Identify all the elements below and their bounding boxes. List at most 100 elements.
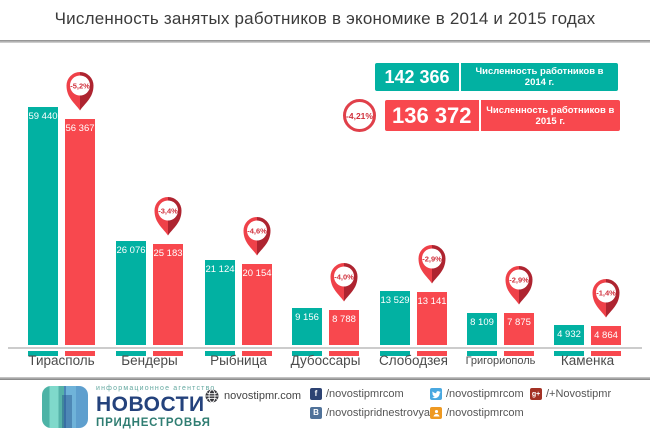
bar-2014-stub	[28, 351, 58, 356]
pin-icon: -1,4%	[592, 279, 620, 318]
bar-2014: 9 156	[292, 308, 322, 345]
social-link-odnoklassniki[interactable]: /novostipmrcom	[430, 407, 524, 419]
bar-2014-value: 4 932	[557, 329, 581, 340]
city-label: Тирасполь	[28, 353, 95, 368]
svg-text:-5,2%: -5,2%	[70, 81, 90, 90]
legend-2015: 136 372 Численность работников в 2015 г.	[385, 100, 620, 131]
bar-2015-stub	[153, 351, 183, 356]
svg-text:-3,4%: -3,4%	[158, 206, 178, 215]
bar-2014-value: 9 156	[295, 312, 319, 323]
city-label: Каменка	[560, 353, 615, 368]
city-label: Григориополь	[465, 355, 536, 367]
bar-2014: 13 529	[380, 291, 410, 345]
pin-icon: -4,6%	[243, 217, 271, 256]
bar-2014-value: 13 529	[380, 295, 410, 306]
facebook-handle: /novostipmrcom	[326, 388, 404, 400]
odnoklassniki-icon	[430, 407, 442, 419]
svg-text:-2,9%: -2,9%	[509, 275, 529, 284]
logo-stripe	[62, 395, 73, 428]
bar-2015: 20 154	[242, 264, 272, 345]
legend-2014-separator	[459, 63, 461, 91]
bar-2015-stub	[65, 351, 95, 356]
bar-2015: 7 875	[504, 313, 534, 345]
title-divider	[0, 40, 650, 43]
legend-2015-total: 136 372	[392, 102, 472, 128]
bar-2015: 8 788	[329, 310, 359, 345]
city-label: Дубоссары	[290, 353, 361, 368]
bar-2014-value: 21 124	[205, 264, 235, 275]
agency-tagline: информационное агентство	[96, 385, 216, 392]
odnoklassniki-handle: /novostipmrcom	[446, 407, 524, 419]
change-pin: -1,4%	[589, 278, 623, 318]
bar-2015: 25 183	[153, 244, 183, 345]
svg-text:-4,0%: -4,0%	[334, 272, 354, 281]
change-pin: -2,9%	[415, 244, 449, 284]
pin-icon: -4,0%	[330, 263, 358, 302]
legend-2014-total: 142 366	[384, 66, 450, 87]
bar-2014-stub	[205, 351, 235, 356]
bar-2014-value: 8 109	[470, 317, 494, 328]
google-plus-handle: /+Novostipmr	[546, 388, 612, 400]
x-axis-line	[8, 347, 642, 349]
agency-logo-icon	[42, 386, 88, 428]
legend-2014: 142 366 Численность работников в 2014 г.	[375, 63, 618, 91]
bar-2015-value: 20 154	[242, 268, 272, 279]
pin-icon: -5,2%	[66, 72, 94, 111]
social-link-twitter[interactable]: /novostipmrcom	[430, 388, 524, 400]
city-label: Слободзея	[379, 353, 448, 368]
website-link[interactable]: novostipmr.com	[205, 389, 301, 403]
legend-2015-label: Численность работников в 2015 г.	[486, 104, 615, 127]
bar-2015-value: 7 875	[507, 317, 531, 328]
vk-icon: B	[310, 407, 322, 419]
bar-2015-stub	[242, 351, 272, 356]
vk-handle: /novostipridnestrovya	[326, 407, 430, 419]
bar-2015: 56 367	[65, 119, 95, 345]
bar-2014-value: 59 440	[28, 111, 58, 122]
social-link-facebook[interactable]: f /novostipmrcom	[310, 388, 404, 400]
globe-icon	[205, 389, 219, 403]
change-pin: -3,4%	[151, 196, 185, 236]
social-link-google-plus[interactable]: g+ /+Novostipmr	[530, 388, 611, 400]
bar-2014-stub	[292, 351, 322, 356]
bar-2015-value: 56 367	[65, 123, 95, 134]
bar-2014-stub	[554, 351, 584, 356]
bar-2015-value: 4 864	[594, 330, 618, 341]
page-title: Численность занятых работников в экономи…	[54, 9, 596, 28]
bar-2015: 4 864	[591, 326, 621, 345]
total-change-badge: -4,21%	[343, 99, 376, 132]
pin-icon: -3,4%	[154, 197, 182, 236]
bar-2015-stub	[591, 351, 621, 356]
bar-2014-stub	[380, 351, 410, 356]
google-plus-icon: g+	[530, 388, 542, 400]
city-label: Рыбница	[210, 353, 267, 368]
agency-subname: ПРИДНЕСТРОВЬЯ	[96, 417, 211, 429]
facebook-icon: f	[310, 388, 322, 400]
bar-2015-stub	[417, 351, 447, 356]
twitter-handle: /novostipmrcom	[446, 388, 524, 400]
bar-2014: 26 076	[116, 241, 146, 345]
city-label: Бендеры	[121, 353, 178, 368]
legend-2015-separator	[478, 100, 481, 131]
bar-2015: 13 141	[417, 292, 447, 345]
svg-text:-4,6%: -4,6%	[247, 226, 267, 235]
pin-icon: -2,9%	[418, 245, 446, 284]
change-pin: -4,0%	[327, 262, 361, 302]
bar-2014: 4 932	[554, 325, 584, 345]
bar-2014-value: 26 076	[116, 245, 146, 256]
change-pin: -5,2%	[63, 71, 97, 111]
svg-text:-2,9%: -2,9%	[422, 254, 442, 263]
pin-icon: -2,9%	[505, 266, 533, 305]
bar-2015-stub	[504, 351, 534, 356]
legend-2014-label: Численность работников в 2014 г.	[475, 66, 604, 88]
bar-2015-value: 8 788	[332, 314, 356, 325]
agency-name: НОВОСТИ	[96, 393, 205, 416]
bar-2014-stub	[116, 351, 146, 356]
bar-2014-stub	[467, 351, 497, 356]
change-pin: -2,9%	[502, 265, 536, 305]
bar-2014: 8 109	[467, 313, 497, 345]
bar-2014: 59 440	[28, 107, 58, 345]
twitter-icon	[430, 388, 442, 400]
agency-logo-text: информационное агентство НОВОСТИ ПРИДНЕС…	[96, 385, 216, 430]
bar-2015-stub	[329, 351, 359, 356]
social-link-vk[interactable]: B /novostipridnestrovya	[310, 407, 430, 419]
